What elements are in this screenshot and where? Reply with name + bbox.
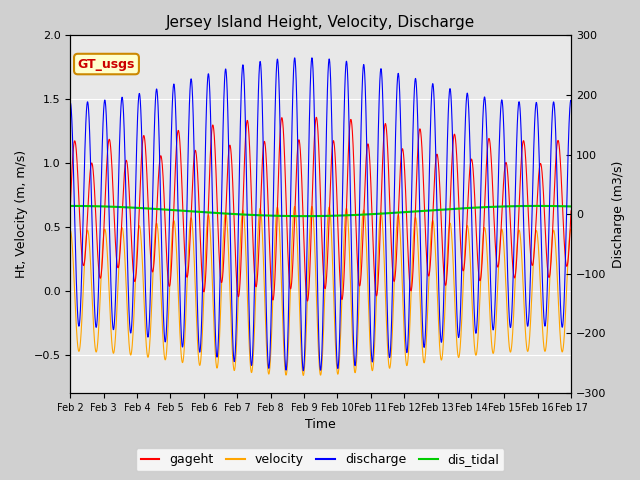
Y-axis label: Ht, Velocity (m, m/s): Ht, Velocity (m, m/s) [15, 150, 28, 278]
Title: Jersey Island Height, Velocity, Discharge: Jersey Island Height, Velocity, Discharg… [166, 15, 476, 30]
Text: GT_usgs: GT_usgs [78, 58, 135, 71]
X-axis label: Time: Time [305, 419, 336, 432]
Legend: gageht, velocity, discharge, dis_tidal: gageht, velocity, discharge, dis_tidal [136, 448, 504, 471]
Y-axis label: Discharge (m3/s): Discharge (m3/s) [612, 160, 625, 268]
